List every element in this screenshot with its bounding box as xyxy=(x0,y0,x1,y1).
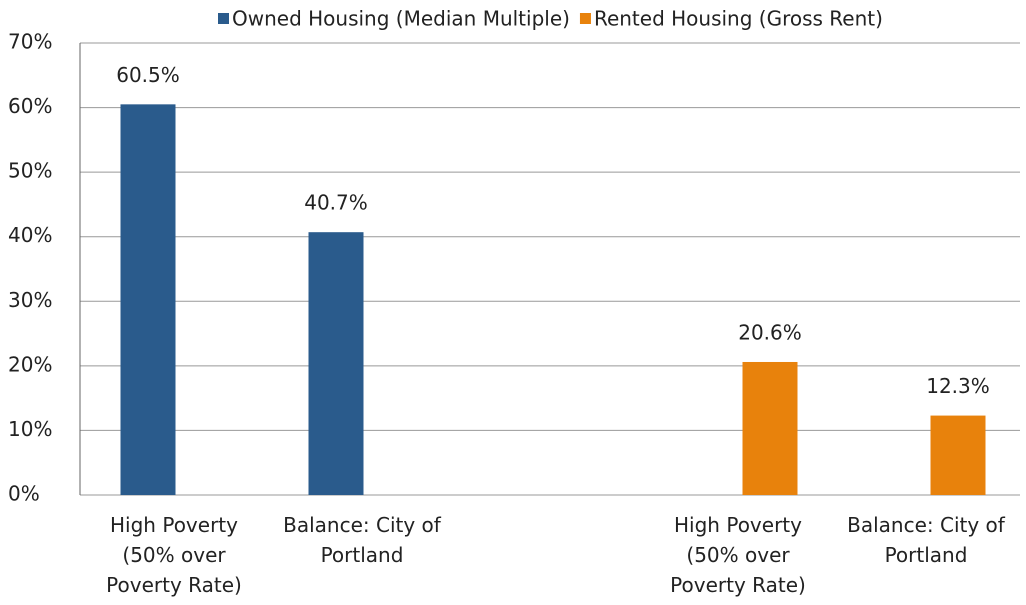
legend-swatch xyxy=(218,13,229,24)
legend-swatch xyxy=(579,13,591,24)
data-label: 20.6% xyxy=(738,320,802,344)
x-tick-label: Balance: City of Portland xyxy=(847,513,1005,567)
y-tick-label: 20% xyxy=(8,352,52,376)
y-tick-label: 70% xyxy=(8,30,52,54)
y-tick-label: 0% xyxy=(8,482,40,506)
legend-label: Rented Housing (Gross Rent) xyxy=(594,7,883,31)
data-label: 40.7% xyxy=(304,191,368,215)
y-tick-label: 40% xyxy=(8,223,52,247)
bar xyxy=(308,232,364,496)
bar xyxy=(120,104,176,495)
y-tick-label: 60% xyxy=(8,94,52,118)
x-tick-label: Balance: City of Portland xyxy=(283,513,441,567)
y-tick-label: 50% xyxy=(8,159,52,183)
y-tick-label: 10% xyxy=(8,417,52,441)
bar xyxy=(930,415,986,495)
bar xyxy=(742,361,798,495)
legend-label: Owned Housing (Median Multiple) xyxy=(232,7,570,31)
x-tick-label: High Poverty (50% over Poverty Rate) xyxy=(106,513,242,597)
x-tick-label: High Poverty (50% over Poverty Rate) xyxy=(670,513,806,597)
y-tick-label: 30% xyxy=(8,288,52,312)
data-label: 60.5% xyxy=(116,63,180,87)
data-label: 12.3% xyxy=(926,374,990,398)
